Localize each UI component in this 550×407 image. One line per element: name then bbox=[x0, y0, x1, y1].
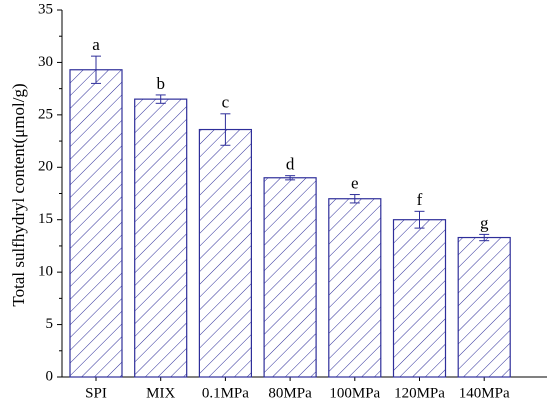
y-tick-label: 30 bbox=[38, 54, 53, 70]
significance-letter: f bbox=[417, 190, 423, 209]
significance-letter: a bbox=[92, 35, 100, 54]
error-bar bbox=[91, 55, 101, 84]
x-tick-label: 100MPa bbox=[329, 385, 380, 401]
significance-letter: e bbox=[351, 173, 359, 192]
bar bbox=[134, 98, 188, 378]
x-tick-label: SPI bbox=[85, 385, 107, 401]
x-tick-label: 0.1MPa bbox=[202, 385, 249, 401]
y-tick-label: 35 bbox=[38, 1, 53, 17]
significance-letter: g bbox=[480, 213, 489, 232]
y-tick-label: 0 bbox=[46, 368, 54, 384]
error-bar bbox=[414, 210, 425, 229]
bar bbox=[392, 219, 447, 378]
bar bbox=[263, 177, 317, 378]
x-tick-label: 80MPa bbox=[268, 385, 312, 401]
bar bbox=[328, 198, 382, 378]
x-tick-label: 140MPa bbox=[459, 385, 510, 401]
error-bar bbox=[155, 94, 166, 104]
bar bbox=[457, 236, 511, 378]
y-tick-label: 5 bbox=[46, 316, 54, 332]
significance-letter: b bbox=[156, 74, 165, 93]
y-tick-label: 25 bbox=[38, 106, 53, 122]
significance-letter: c bbox=[222, 93, 230, 112]
error-bar bbox=[285, 175, 296, 181]
error-bar bbox=[349, 194, 360, 204]
bar bbox=[69, 69, 123, 378]
x-tick-label: 120MPa bbox=[394, 385, 445, 401]
bar bbox=[198, 128, 252, 378]
error-bar bbox=[220, 113, 231, 146]
y-tick-label: 10 bbox=[38, 264, 53, 280]
y-tick-label: 15 bbox=[38, 211, 53, 227]
significance-letter: d bbox=[286, 155, 295, 174]
error-bar bbox=[479, 233, 490, 242]
y-tick-label: 20 bbox=[38, 159, 53, 175]
y-axis-label: Total sulfhydryl content(μmol/g) bbox=[9, 83, 28, 306]
x-tick-label: MIX bbox=[146, 385, 175, 401]
